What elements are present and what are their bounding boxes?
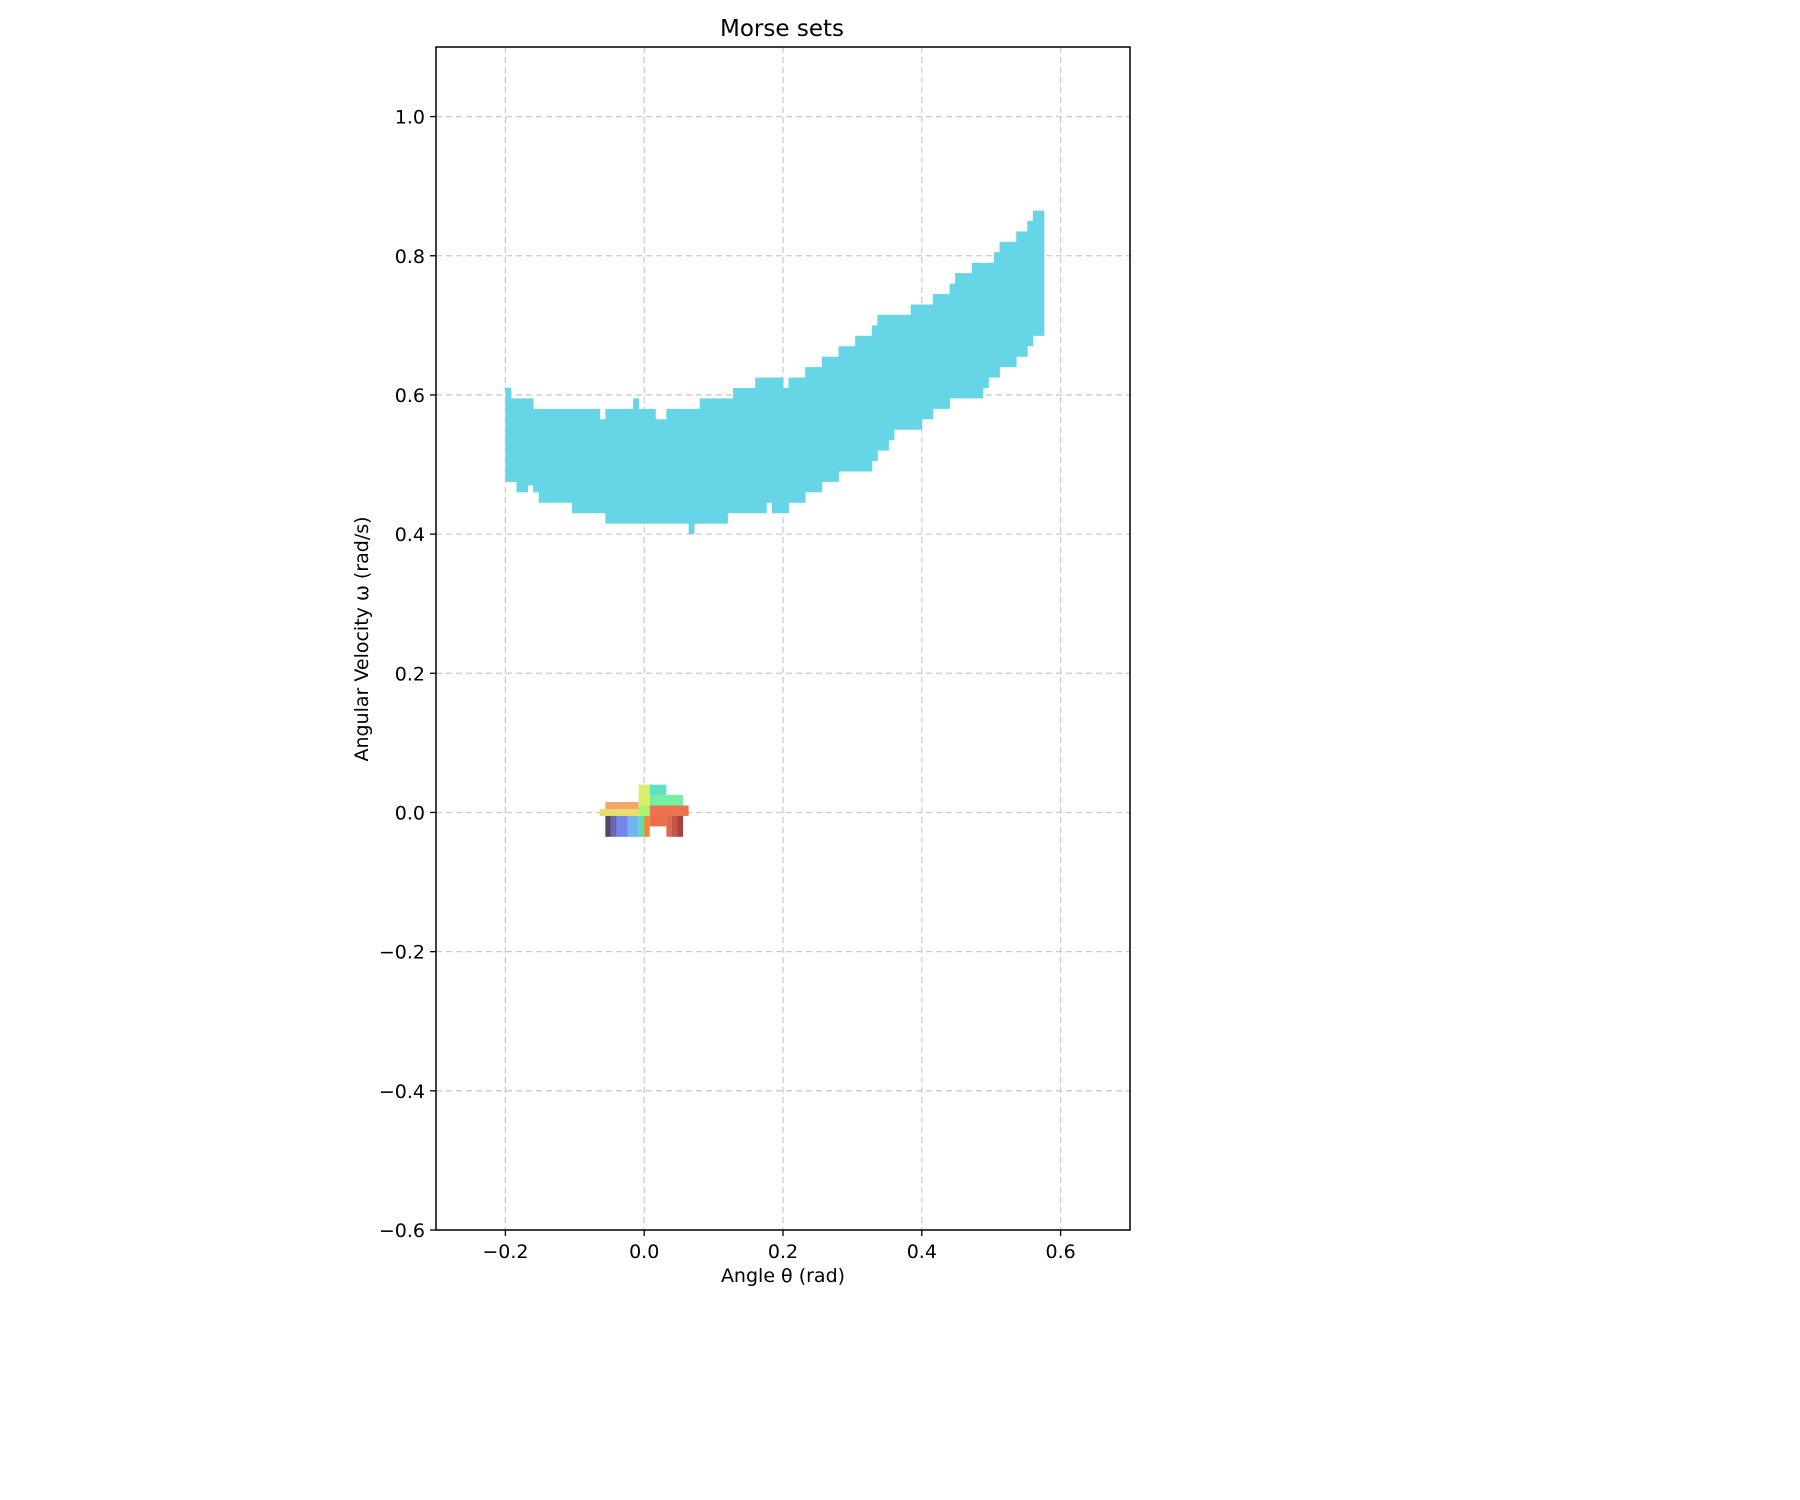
y-tick-label: 0.8: [395, 246, 425, 268]
morse-cell: [527, 398, 534, 486]
morse-cell: [921, 304, 934, 420]
morse-cell: [971, 262, 984, 399]
morse-cell: [688, 408, 695, 535]
morse-cell: [766, 377, 773, 503]
morse-cell: [988, 262, 995, 378]
morse-cell: [666, 408, 690, 524]
morse-cell: [644, 815, 650, 837]
morse-set-upper-band: [505, 210, 1045, 535]
y-tick-label: 0.0: [395, 802, 425, 824]
morse-cell: [638, 815, 645, 837]
x-axis: −0.2 0.0 0.2 0.4 0.6: [482, 1230, 1076, 1263]
plot-area: [505, 210, 1045, 837]
x-tick-label: 0.4: [907, 1241, 937, 1263]
morse-cell: [599, 419, 606, 514]
morse-cell: [871, 325, 878, 462]
morse-cell: [999, 241, 1017, 368]
morse-cell: [805, 367, 823, 493]
morse-cell: [627, 815, 639, 837]
morse-cell: [888, 314, 895, 441]
morse-cell: [982, 262, 989, 388]
morse-cell: [638, 784, 650, 813]
morse-cell: [649, 805, 689, 816]
morse-cell: [655, 419, 667, 524]
morse-cell: [610, 815, 617, 837]
x-tick-label: −0.2: [482, 1241, 528, 1263]
y-tick-label: 0.4: [395, 524, 425, 546]
morse-cell: [699, 398, 728, 524]
morse-set-origin-cluster: [599, 784, 689, 837]
morse-cell: [633, 398, 640, 524]
morse-cell: [727, 398, 734, 514]
y-tick-label: −0.4: [379, 1081, 425, 1103]
morse-cell: [733, 387, 756, 514]
morse-cell: [605, 408, 634, 524]
y-axis: −0.6 −0.4 −0.2 0.0 0.2 0.4 0.6 0.8 1.0: [379, 107, 436, 1242]
morse-cell: [894, 314, 912, 430]
grid-lines: [436, 47, 1130, 1231]
chart-title: Morse sets: [720, 16, 844, 42]
morse-cell: [993, 252, 1000, 378]
morse-cell: [505, 387, 512, 482]
morse-cell: [1027, 220, 1034, 347]
morse-cell: [910, 304, 923, 430]
morse-cell: [638, 805, 650, 816]
morse-cell: [838, 346, 856, 472]
morse-cell: [1032, 210, 1039, 336]
y-tick-label: −0.2: [379, 942, 425, 964]
x-tick-label: 0.0: [629, 1241, 659, 1263]
morse-cell: [932, 294, 950, 409]
y-axis-label: Angular Velocity ω (rad/s): [351, 516, 373, 761]
morse-cell: [877, 314, 889, 451]
morse-cell: [1038, 210, 1045, 336]
morse-cell: [599, 808, 639, 816]
morse-cell: [638, 408, 656, 524]
morse-cell: [616, 815, 628, 837]
morse-cell: [755, 377, 767, 514]
morse-cell: [649, 815, 667, 827]
morse-cell: [605, 815, 611, 837]
morse-cell: [694, 408, 701, 524]
x-tick-label: 0.6: [1045, 1241, 1075, 1263]
morse-cell: [649, 784, 667, 796]
morse-cell: [1016, 231, 1028, 357]
morse-cell: [538, 408, 573, 503]
morse-cell: [671, 815, 678, 837]
morse-cell: [771, 377, 784, 514]
y-tick-label: 1.0: [395, 107, 425, 129]
morse-cell: [955, 273, 973, 399]
morse-cell: [821, 356, 839, 482]
morse-cell: [649, 795, 684, 806]
morse-cell: [533, 408, 540, 493]
morse-cell: [677, 815, 684, 837]
y-tick-label: 0.6: [395, 385, 425, 407]
morse-cell: [516, 398, 529, 493]
morse-cell: [949, 283, 956, 399]
morse-cell: [572, 408, 601, 514]
y-tick-label: 0.2: [395, 663, 425, 685]
morse-cell: [666, 815, 672, 837]
morse-cell: [783, 387, 789, 514]
morse-cell: [855, 335, 873, 472]
morse-cell: [510, 398, 517, 482]
morse-cell: [788, 377, 806, 503]
x-tick-label: 0.2: [768, 1241, 798, 1263]
y-tick-label: −0.6: [379, 1220, 425, 1242]
x-axis-label: Angle θ (rad): [721, 1265, 845, 1287]
morse-cell: [605, 802, 639, 813]
